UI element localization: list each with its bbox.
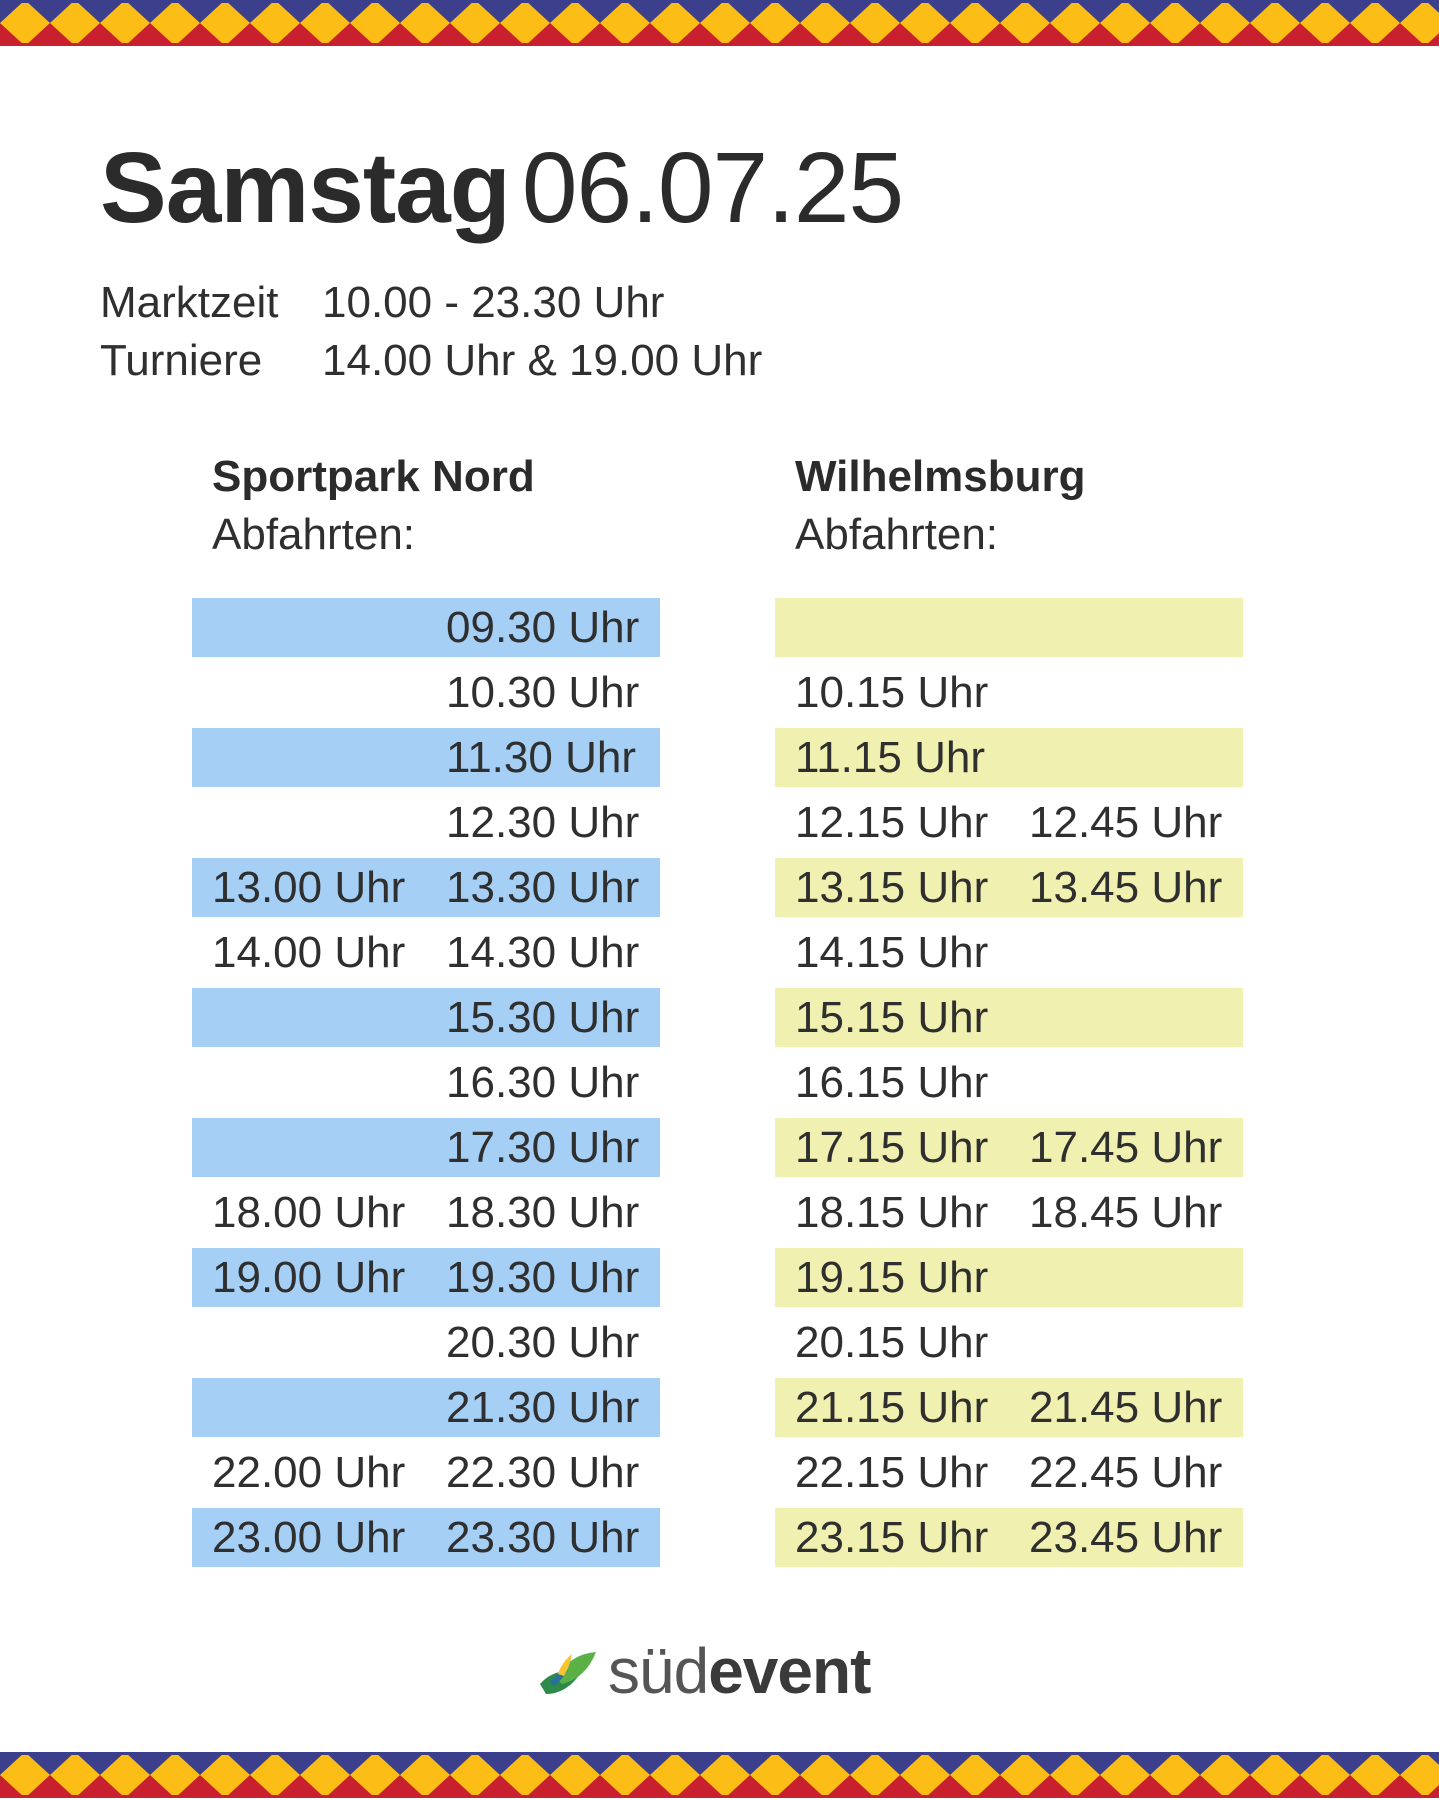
departure-row: 20.30 Uhr <box>192 1313 660 1372</box>
departure-time: 13.00 Uhr <box>212 862 406 912</box>
departure-row: 14.15 Uhr <box>775 923 1243 982</box>
departures-sportpark-nord: Sportpark Nord Abfahrten: 09.30 Uhr 10.30… <box>192 448 660 1567</box>
departure-time: 14.30 Uhr <box>446 927 640 977</box>
departure-row: 13.15 Uhr 13.45 Uhr <box>775 858 1243 917</box>
departure-row: 15.15 Uhr <box>775 988 1243 1047</box>
departure-row: 21.15 Uhr 21.45 Uhr <box>775 1378 1243 1437</box>
title-date: 06.07.25 <box>521 132 904 244</box>
departure-time: 18.45 Uhr <box>1029 1187 1223 1237</box>
station-name: Wilhelmsburg <box>795 452 1086 501</box>
departure-time: 11.30 Uhr <box>446 732 636 782</box>
departure-row: 10.30 Uhr <box>192 663 660 722</box>
departure-time: 11.15 Uhr <box>795 732 985 782</box>
departure-time: 17.15 Uhr <box>795 1122 989 1172</box>
departure-row: 09.30 Uhr <box>192 598 660 657</box>
title-day: Samstag <box>100 132 511 244</box>
departure-time: 19.15 Uhr <box>795 1252 989 1302</box>
departure-time: 10.30 Uhr <box>446 667 640 717</box>
departure-time: 15.15 Uhr <box>795 992 989 1042</box>
departures-label: Abfahrten: <box>795 510 999 559</box>
logo-text-sued: süd <box>608 1635 709 1707</box>
departure-time: 14.15 Uhr <box>795 927 989 977</box>
departure-row: 17.30 Uhr <box>192 1118 660 1177</box>
departure-row: 22.15 Uhr 22.45 Uhr <box>775 1443 1243 1502</box>
decorative-border-bottom <box>0 1752 1439 1798</box>
departure-time: 17.30 Uhr <box>446 1122 640 1172</box>
departure-time: 12.30 Uhr <box>446 797 640 847</box>
departure-row: 23.15 Uhr 23.45 Uhr <box>775 1508 1243 1567</box>
departure-time: 12.45 Uhr <box>1029 797 1223 847</box>
departure-time: 12.15 Uhr <box>795 797 989 847</box>
departure-row: 22.00 Uhr 22.30 Uhr <box>192 1443 660 1502</box>
departure-row: 13.00 Uhr 13.30 Uhr <box>192 858 660 917</box>
decorative-border-top <box>0 0 1439 46</box>
departure-row: 18.15 Uhr 18.45 Uhr <box>775 1183 1243 1242</box>
logo-text-event: event <box>708 1635 871 1707</box>
info-label: Turniere <box>100 336 263 385</box>
departure-row: 19.00 Uhr 19.30 Uhr <box>192 1248 660 1307</box>
departure-time: 17.45 Uhr <box>1029 1122 1223 1172</box>
page-title: Samstag 06.07.25 <box>100 128 904 248</box>
departure-time: 16.15 Uhr <box>795 1057 989 1107</box>
departure-row: 17.15 Uhr 17.45 Uhr <box>775 1118 1243 1177</box>
leaf-logo-icon <box>540 1652 596 1694</box>
departure-time: 21.45 Uhr <box>1029 1382 1223 1432</box>
departure-row: 23.00 Uhr 23.30 Uhr <box>192 1508 660 1567</box>
departure-row: 19.15 Uhr <box>775 1248 1243 1307</box>
departure-time: 21.30 Uhr <box>446 1382 640 1432</box>
departure-row: 15.30 Uhr <box>192 988 660 1047</box>
info-row-tournaments: Turniere 14.00 Uhr & 19.00 Uhr <box>100 332 762 390</box>
column-header: Sportpark Nord Abfahrten: <box>192 448 660 590</box>
departure-row: 18.00 Uhr 18.30 Uhr <box>192 1183 660 1242</box>
departure-time: 23.45 Uhr <box>1029 1512 1223 1562</box>
departure-time: 21.15 Uhr <box>795 1382 989 1432</box>
departure-time: 18.30 Uhr <box>446 1187 640 1237</box>
departure-time: 22.00 Uhr <box>212 1447 406 1497</box>
departure-time: 20.15 Uhr <box>795 1317 989 1367</box>
departure-row: 12.15 Uhr 12.45 Uhr <box>775 793 1243 852</box>
departure-time: 23.15 Uhr <box>795 1512 989 1562</box>
departure-time: 18.15 Uhr <box>795 1187 989 1237</box>
info-label: Marktzeit <box>100 278 279 327</box>
departure-row: 21.30 Uhr <box>192 1378 660 1437</box>
departure-row: 12.30 Uhr <box>192 793 660 852</box>
departure-row: 11.15 Uhr <box>775 728 1243 787</box>
departure-row <box>775 598 1243 657</box>
schedule-info: Marktzeit 10.00 - 23.30 Uhr Turniere 14.… <box>100 274 762 390</box>
departure-time: 15.30 Uhr <box>446 992 640 1042</box>
departure-time: 14.00 Uhr <box>212 927 406 977</box>
departure-time: 22.15 Uhr <box>795 1447 989 1497</box>
departure-time: 23.30 Uhr <box>446 1512 640 1562</box>
departures-wilhelmsburg: Wilhelmsburg Abfahrten: 10.15 Uhr 11.15 U… <box>775 448 1243 1567</box>
departure-row: 16.15 Uhr <box>775 1053 1243 1112</box>
info-value: 14.00 Uhr & 19.00 Uhr <box>322 336 763 385</box>
station-name: Sportpark Nord <box>212 452 535 501</box>
info-value: 10.00 - 23.30 Uhr <box>322 278 665 327</box>
departure-time: 22.30 Uhr <box>446 1447 640 1497</box>
logo-text: südevent <box>608 1634 871 1708</box>
departure-row: 20.15 Uhr <box>775 1313 1243 1372</box>
departure-time: 18.00 Uhr <box>212 1187 406 1237</box>
departure-row: 14.00 Uhr 14.30 Uhr <box>192 923 660 982</box>
departure-row: 11.30 Uhr <box>192 728 660 787</box>
departure-time: 22.45 Uhr <box>1029 1447 1223 1497</box>
departure-row: 10.15 Uhr <box>775 663 1243 722</box>
departures-label: Abfahrten: <box>212 510 416 559</box>
departure-table: 09.30 Uhr 10.30 Uhr 11.30 Uhr 12.30 Uhr 13.0… <box>192 598 660 1573</box>
departure-table: 10.15 Uhr 11.15 Uhr 12.15 Uhr 12.45 Uhr 13.1… <box>775 598 1243 1573</box>
departure-time: 09.30 Uhr <box>446 602 640 652</box>
departure-time: 19.00 Uhr <box>212 1252 406 1302</box>
departure-time: 10.15 Uhr <box>795 667 989 717</box>
column-header: Wilhelmsburg Abfahrten: <box>775 448 1243 590</box>
departure-time: 23.00 Uhr <box>212 1512 406 1562</box>
departure-time: 13.45 Uhr <box>1029 862 1223 912</box>
suedevent-logo: südevent <box>536 1634 871 1708</box>
departure-time: 19.30 Uhr <box>446 1252 640 1302</box>
departure-time: 13.30 Uhr <box>446 862 640 912</box>
departure-row: 16.30 Uhr <box>192 1053 660 1112</box>
departure-time: 13.15 Uhr <box>795 862 989 912</box>
departure-time: 16.30 Uhr <box>446 1057 640 1107</box>
info-row-market-time: Marktzeit 10.00 - 23.30 Uhr <box>100 274 762 332</box>
departure-time: 20.30 Uhr <box>446 1317 640 1367</box>
